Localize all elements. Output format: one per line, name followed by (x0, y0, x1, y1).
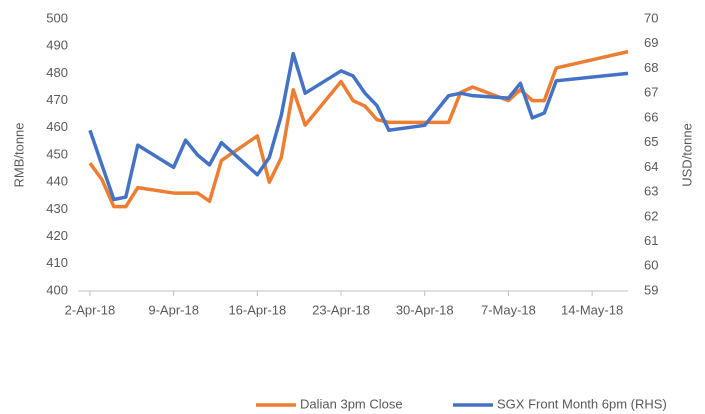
y-tick-label: 500 (46, 10, 68, 25)
x-tick-label: 16-Apr-18 (228, 302, 286, 317)
y2-tick-label: 60 (644, 258, 658, 273)
y-tick-label: 400 (46, 282, 68, 297)
y-tick-label: 410 (46, 255, 68, 270)
y-tick-label: 470 (46, 92, 68, 107)
y-tick-label: 430 (46, 201, 68, 216)
y2-tick-label: 64 (644, 159, 658, 174)
x-tick-label: 7-May-18 (481, 302, 536, 317)
x-tick-label: 9-Apr-18 (148, 302, 199, 317)
y2-tick-label: 66 (644, 109, 658, 124)
y2-tick-label: 63 (644, 184, 658, 199)
y2-axis-label: USD/tonne (679, 123, 694, 187)
y2-tick-label: 61 (644, 233, 658, 248)
y-tick-label: 460 (46, 119, 68, 134)
y2-tick-label: 62 (644, 208, 658, 223)
y-tick-label: 450 (46, 146, 68, 161)
legend-label: SGX Front Month 6pm (RHS) (497, 396, 667, 411)
y-tick-label: 490 (46, 38, 68, 53)
series-line (88, 49, 629, 209)
y-tick-label: 480 (46, 65, 68, 80)
y-tick-label: 420 (46, 228, 68, 243)
series-line (88, 51, 629, 202)
y2-tick-label: 65 (644, 134, 658, 149)
y2-tick-label: 59 (644, 282, 658, 297)
y2-tick-label: 68 (644, 60, 658, 75)
legend-label: Dalian 3pm Close (300, 396, 403, 411)
x-tick-label: 23-Apr-18 (312, 302, 370, 317)
y-axis-label: RMB/tonne (11, 122, 26, 187)
x-tick-label: 14-May-18 (561, 302, 623, 317)
x-tick-label: 2-Apr-18 (65, 302, 116, 317)
y2-tick-label: 70 (644, 10, 658, 25)
y2-tick-label: 69 (644, 35, 658, 50)
y-tick-label: 440 (46, 174, 68, 189)
x-tick-label: 30-Apr-18 (396, 302, 454, 317)
y2-tick-label: 67 (644, 85, 658, 100)
